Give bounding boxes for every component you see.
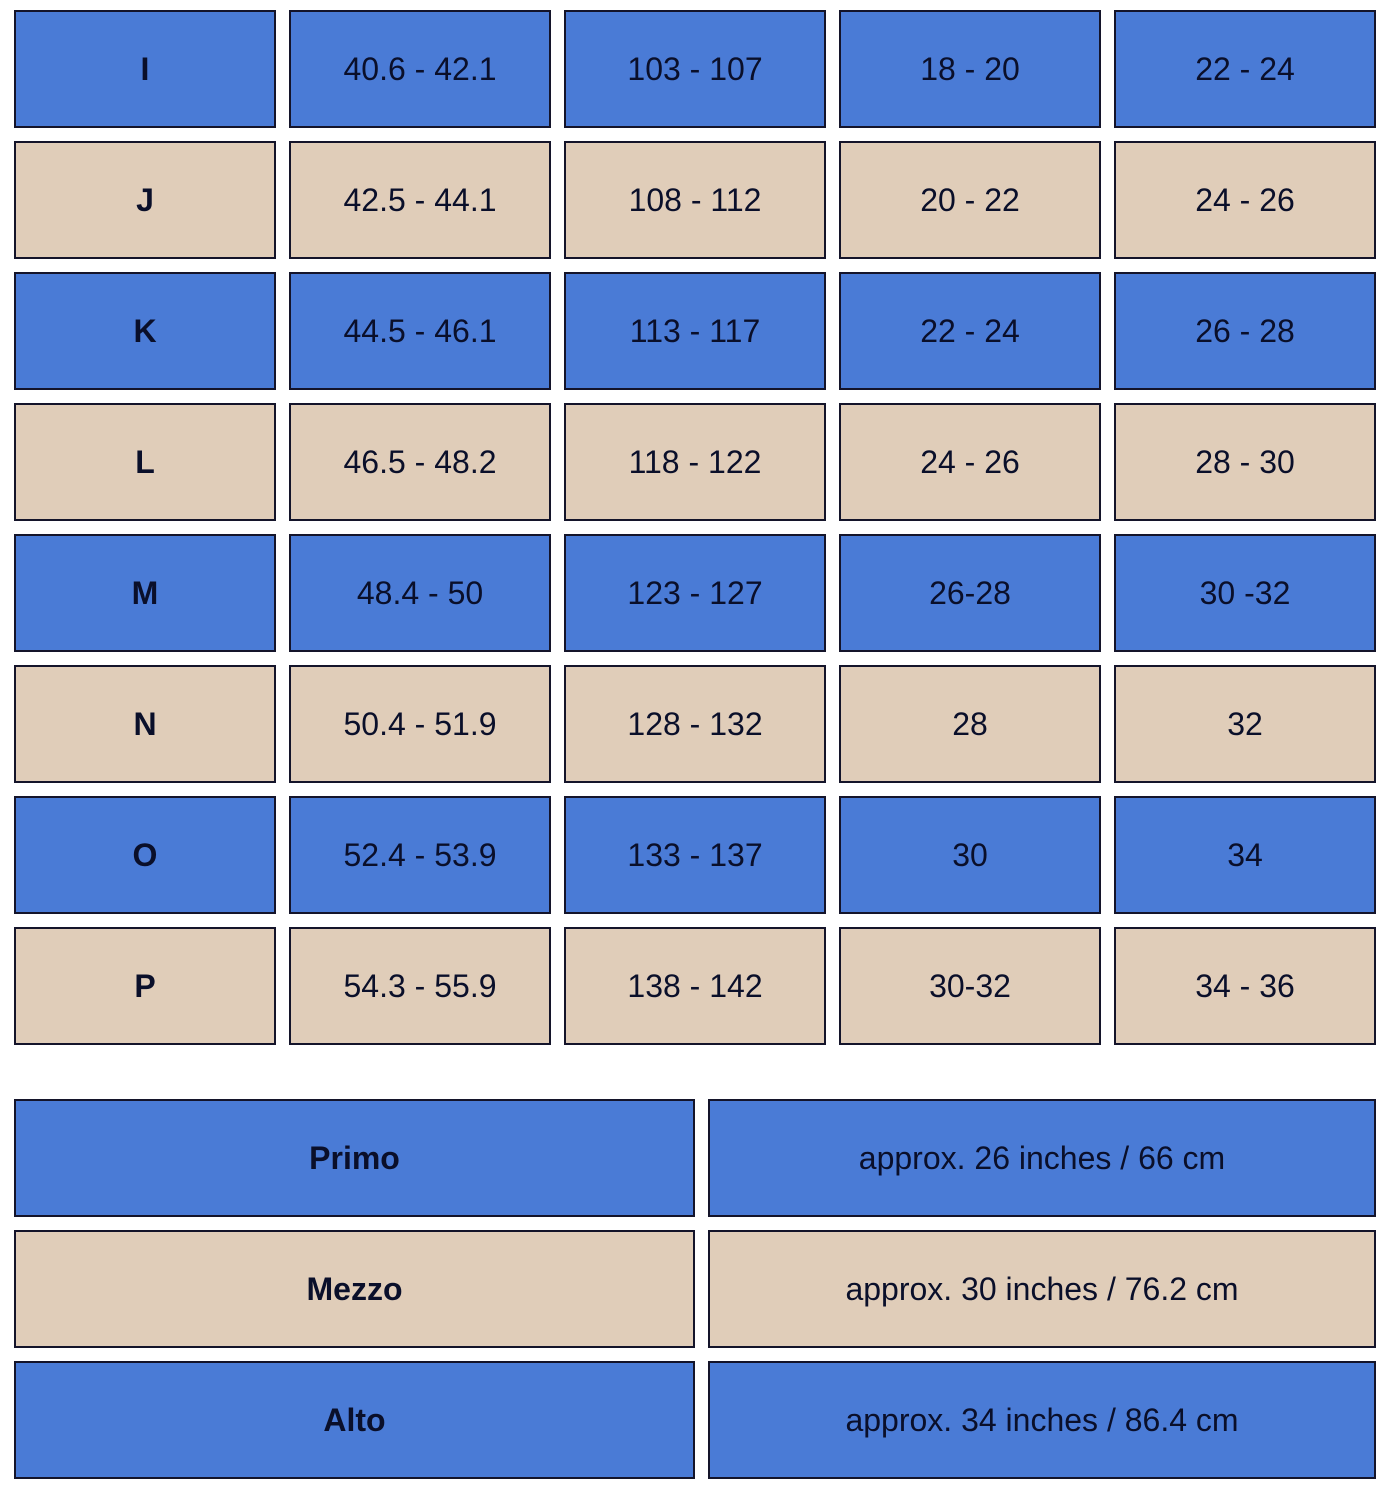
- table-cell: 42.5 - 44.1: [289, 141, 551, 259]
- table-cell: 50.4 - 51.9: [289, 665, 551, 783]
- table-cell: 34: [1114, 796, 1376, 914]
- table-cell: 46.5 - 48.2: [289, 403, 551, 521]
- table-cell: 26-28: [839, 534, 1101, 652]
- table-cell: 52.4 - 53.9: [289, 796, 551, 914]
- row-label-cell: J: [14, 141, 276, 259]
- table-cell: 30: [839, 796, 1101, 914]
- table-cell: 24 - 26: [1114, 141, 1376, 259]
- table-cell: 34 - 36: [1114, 927, 1376, 1045]
- length-chart-table: Primo approx. 26 inches / 66 cm Mezzo appro…: [14, 1099, 1376, 1479]
- row-label-cell: Mezzo: [14, 1230, 695, 1348]
- row-label-cell: Alto: [14, 1361, 695, 1479]
- table-cell: 113 - 117: [564, 272, 826, 390]
- table-cell: 30-32: [839, 927, 1101, 1045]
- table-cell: 24 - 26: [839, 403, 1101, 521]
- row-label-cell: N: [14, 665, 276, 783]
- table-cell: 28 - 30: [1114, 403, 1376, 521]
- table-cell: 44.5 - 46.1: [289, 272, 551, 390]
- size-chart-table: I 40.6 - 42.1 103 - 107 18 - 20 22 - 24 J 42.5…: [14, 10, 1376, 1045]
- table-cell: 103 - 107: [564, 10, 826, 128]
- row-label-cell: P: [14, 927, 276, 1045]
- table-cell: 123 - 127: [564, 534, 826, 652]
- table-cell: 133 - 137: [564, 796, 826, 914]
- table-cell: 54.3 - 55.9: [289, 927, 551, 1045]
- table-cell: 128 - 132: [564, 665, 826, 783]
- row-label-cell: M: [14, 534, 276, 652]
- table-cell: 40.6 - 42.1: [289, 10, 551, 128]
- table-cell: approx. 30 inches / 76.2 cm: [708, 1230, 1376, 1348]
- row-label-cell: O: [14, 796, 276, 914]
- table-cell: 28: [839, 665, 1101, 783]
- table-cell: 22 - 24: [1114, 10, 1376, 128]
- row-label-cell: L: [14, 403, 276, 521]
- table-cell: 32: [1114, 665, 1376, 783]
- table-cell: 20 - 22: [839, 141, 1101, 259]
- row-label-cell: Primo: [14, 1099, 695, 1217]
- table-cell: 48.4 - 50: [289, 534, 551, 652]
- table-cell: 26 - 28: [1114, 272, 1376, 390]
- table-cell: 30 -32: [1114, 534, 1376, 652]
- table-cell: 22 - 24: [839, 272, 1101, 390]
- table-cell: 118 - 122: [564, 403, 826, 521]
- table-cell: 138 - 142: [564, 927, 826, 1045]
- table-cell: approx. 34 inches / 86.4 cm: [708, 1361, 1376, 1479]
- table-cell: 18 - 20: [839, 10, 1101, 128]
- row-label-cell: I: [14, 10, 276, 128]
- table-cell: 108 - 112: [564, 141, 826, 259]
- row-label-cell: K: [14, 272, 276, 390]
- table-cell: approx. 26 inches / 66 cm: [708, 1099, 1376, 1217]
